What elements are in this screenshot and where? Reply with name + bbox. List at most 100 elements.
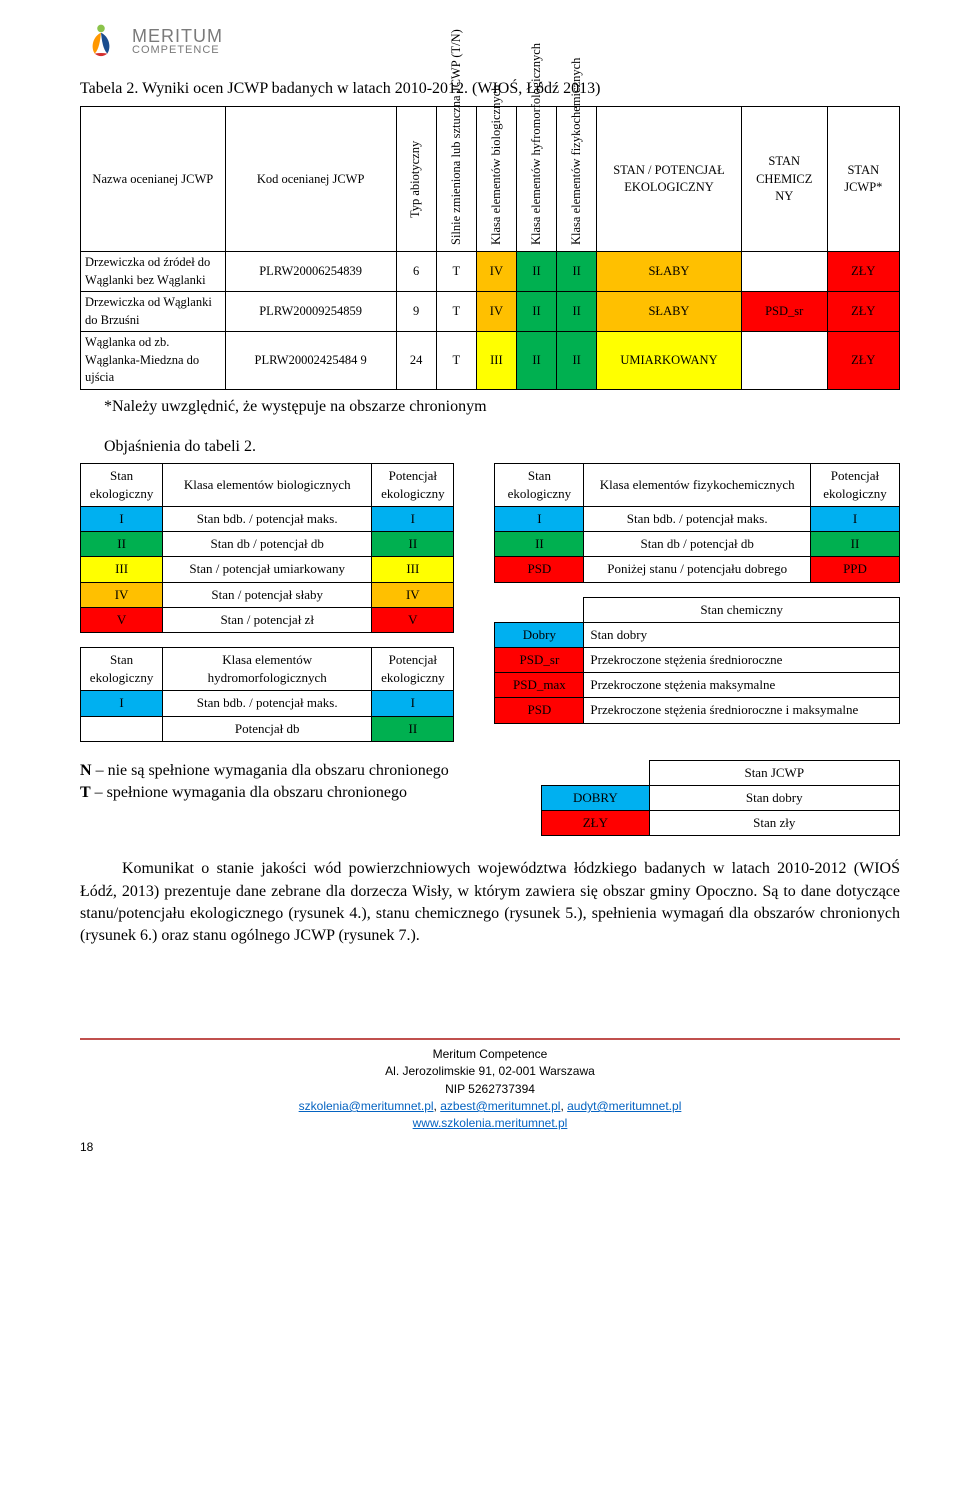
legend-row: IStan bdb. / potencjał maks.I — [81, 507, 454, 532]
logo-text-2: COMPETENCE — [132, 45, 223, 56]
legend-bio-table: Stan ekologicznyKlasa elementów biologic… — [80, 463, 454, 633]
legend-cell-desc: Stan / potencjał słaby — [163, 582, 372, 607]
cell-fiz: II — [557, 332, 597, 390]
footer-email-link[interactable]: audyt@meritumnet.pl — [567, 1099, 681, 1113]
table-row: Wąglanka od zb. Wąglanka-Miedzna do ujśc… — [81, 332, 900, 390]
legend-cell-pot: II — [811, 532, 900, 557]
table-footnote: *Należy uwzględnić, że występuje na obsz… — [104, 396, 900, 418]
legend-cell-key: PSD_sr — [495, 647, 584, 672]
col-chem: STAN CHEMICZ NY — [741, 107, 827, 252]
legend-cell-desc: Stan / potencjał umiarkowany — [163, 557, 372, 582]
legend-cell-desc: Poniżej stanu / potencjału dobrego — [584, 557, 811, 582]
legend-cell-key: III — [81, 557, 163, 582]
footer-email-link[interactable]: szkolenia@meritumnet.pl — [299, 1099, 434, 1113]
legend-header — [495, 597, 584, 622]
col-eko: STAN / POTENCJAŁ EKOLOGICZNY — [597, 107, 742, 252]
jcwp-state-table: Stan JCWPDOBRYStan dobryZŁYStan zły — [541, 760, 900, 837]
cell-typ: 9 — [396, 292, 436, 332]
legend-row: IIStan db / potencjał dbII — [81, 532, 454, 557]
cell-code: PLRW20009254859 — [225, 292, 396, 332]
col-hyf: Klasa elementów hyfromorfologicznych — [526, 109, 548, 249]
legend-cell-key: II — [495, 532, 584, 557]
legend-cell-key: Dobry — [495, 622, 584, 647]
nt-definitions: N – nie są spełnione wymagania dla obsza… — [80, 760, 501, 837]
legend-cell-desc: Stan bdb. / potencjał maks. — [584, 507, 811, 532]
col-tn: Silnie zmieniona lub sztuczna JCWP (T/N) — [446, 109, 468, 249]
legend-cell-key: II — [81, 532, 163, 557]
legend-cell-desc: Stan bdb. / potencjał maks. — [163, 507, 372, 532]
legend-title: Objaśnienia do tabeli 2. — [104, 436, 900, 458]
legend-cell-desc: Stan / potencjał zł — [163, 607, 372, 632]
cell-jcwp: ZŁY — [827, 292, 899, 332]
cell-name: Drzewiczka od Wąglanki do Brzuśni — [81, 292, 226, 332]
cell-bio: IV — [476, 252, 516, 292]
legend-cell-pot: IV — [372, 582, 454, 607]
logo-text-1: MERITUM — [132, 27, 223, 45]
cell-chem: PSD_sr — [741, 292, 827, 332]
footer-address: Al. Jerozolimskie 91, 02-001 Warszawa — [80, 1063, 900, 1080]
col-name: Nazwa ocenianej JCWP — [81, 107, 226, 252]
table-row: Drzewiczka od źródeł do Wąglanki bez Wąg… — [81, 252, 900, 292]
cell-jcwp: ZŁY — [827, 332, 899, 390]
legend-cell-pot: I — [372, 507, 454, 532]
cell-tn: T — [436, 252, 476, 292]
cell-hyf: II — [516, 332, 556, 390]
footer-email-link[interactable]: azbest@meritumnet.pl — [440, 1099, 560, 1113]
nt-section: N – nie są spełnione wymagania dla obsza… — [80, 760, 900, 837]
legend-header: Stan ekologiczny — [81, 463, 163, 506]
legend-header: Klasa elementów hydromorfologicznych — [163, 647, 372, 690]
page-number: 18 — [80, 1139, 900, 1156]
legend-cell-desc: Przekroczone stężenia średnioroczne i ma… — [584, 698, 900, 723]
legend-header: Potencjał ekologiczny — [372, 463, 454, 506]
cell-tn: T — [436, 292, 476, 332]
legend-fiz-table: Stan ekologicznyKlasa elementów fizykoch… — [494, 463, 900, 583]
cell-bio: IV — [476, 292, 516, 332]
legend-header: Potencjał ekologiczny — [811, 463, 900, 506]
legend-cell-key: IV — [81, 582, 163, 607]
legend-cell-pot: PPD — [811, 557, 900, 582]
cell-typ: 6 — [396, 252, 436, 292]
legend-row: IIIStan / potencjał umiarkowanyIII — [81, 557, 454, 582]
legend-cell-key: I — [495, 507, 584, 532]
legend-row: IStan bdb. / potencjał maks.I — [495, 507, 900, 532]
legend-cell-key: PSD — [495, 557, 584, 582]
legend-cell-key: ZŁY — [542, 811, 649, 836]
legend-header: Klasa elementów fizykochemicznych — [584, 463, 811, 506]
footer-site-link[interactable]: www.szkolenia.meritumnet.pl — [413, 1116, 568, 1130]
legend-row: PSD_maxPrzekroczone stężenia maksymalne — [495, 673, 900, 698]
legend-cell-pot: III — [372, 557, 454, 582]
legend-row: VStan / potencjał złV — [81, 607, 454, 632]
legend-cell-desc: Stan dobry — [584, 622, 900, 647]
legend-row: IIStan db / potencjał dbII — [495, 532, 900, 557]
legend-cell-pot: I — [811, 507, 900, 532]
body-paragraph: Komunikat o stanie jakości wód powierzch… — [80, 858, 900, 948]
cell-jcwp: ZŁY — [827, 252, 899, 292]
legend-cell-key: DOBRY — [542, 785, 649, 810]
legend-header — [542, 760, 649, 785]
legend-cell-desc: Stan zły — [649, 811, 899, 836]
cell-tn: T — [436, 332, 476, 390]
legend-header: Stan chemiczny — [584, 597, 900, 622]
legend-cell-pot: V — [372, 607, 454, 632]
cell-hyf: II — [516, 292, 556, 332]
cell-code: PLRW20002425484 9 — [225, 332, 396, 390]
col-fiz: Klasa elementów fizykochemicznych — [566, 109, 588, 249]
legend-row: PSDPoniżej stanu / potencjału dobregoPPD — [495, 557, 900, 582]
footer-rule — [80, 1038, 900, 1040]
cell-fiz: II — [557, 292, 597, 332]
legend-chem-table: Stan chemicznyDobryStan dobryPSD_srPrzek… — [494, 597, 900, 724]
legend-header: Stan ekologiczny — [81, 647, 163, 690]
legend-cell-pot: II — [372, 532, 454, 557]
legend-cell-desc: Przekroczone stężenia średnioroczne — [584, 647, 900, 672]
cell-eko: UMIARKOWANY — [597, 332, 742, 390]
legend-cell-pot: I — [372, 691, 454, 716]
footer-emails: szkolenia@meritumnet.pl, azbest@meritumn… — [80, 1098, 900, 1115]
cell-chem — [741, 332, 827, 390]
cell-bio: III — [476, 332, 516, 390]
legend-header: Klasa elementów biologicznych — [163, 463, 372, 506]
legend-cell-desc: Stan dobry — [649, 785, 899, 810]
legend-row: DobryStan dobry — [495, 622, 900, 647]
legend-cell-key: PSD — [495, 698, 584, 723]
legend-cell-key: PSD_max — [495, 673, 584, 698]
legend-row: ZŁYStan zły — [542, 811, 900, 836]
